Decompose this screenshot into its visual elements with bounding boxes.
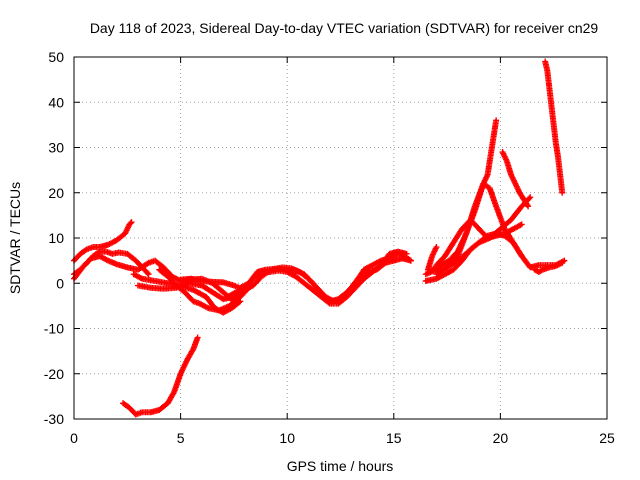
data-point (525, 203, 532, 210)
series-track-6 (156, 266, 252, 314)
series-track-15 (433, 194, 534, 278)
data-point (433, 244, 440, 251)
series-track-17 (499, 149, 532, 210)
y-tick-label: 40 (48, 94, 64, 110)
series-track-13 (429, 180, 568, 273)
data-point (493, 117, 500, 124)
data-point (403, 250, 410, 257)
x-tick-label: 0 (70, 430, 78, 446)
y-tick-label: 30 (48, 140, 64, 156)
data-point (559, 189, 566, 196)
y-tick-label: -10 (44, 321, 64, 337)
y-axis-label: SDTVAR / TECUs (7, 182, 23, 294)
series-track-9 (224, 248, 410, 307)
x-tick-label: 25 (599, 430, 615, 446)
data-point (144, 270, 151, 277)
series-track-18 (542, 58, 566, 196)
chart-title: Day 118 of 2023, Sidereal Day-to-day VTE… (90, 20, 599, 36)
data-point (194, 334, 201, 341)
y-tick-label: 0 (56, 275, 64, 291)
data-point (526, 195, 533, 202)
x-tick-label: 15 (386, 430, 402, 446)
x-axis-label: GPS time / hours (287, 458, 394, 474)
y-tick-label: 50 (48, 49, 64, 65)
series-track-16 (433, 216, 525, 269)
data-point (145, 271, 152, 278)
data-point (128, 219, 135, 226)
y-tick-label: 20 (48, 185, 64, 201)
x-tick-label: 20 (493, 430, 509, 446)
series-track-10 (120, 334, 201, 418)
grid (73, 56, 608, 420)
data-point (325, 299, 332, 306)
plot-frame (73, 56, 608, 420)
y-tick-label: -30 (44, 411, 64, 427)
x-tick-label: 5 (177, 430, 185, 446)
data-point (518, 253, 525, 260)
series-track-11 (424, 244, 440, 273)
data-marks (71, 58, 568, 418)
x-tick-label: 10 (279, 430, 295, 446)
data-point (257, 269, 264, 276)
series-track-19 (531, 259, 566, 275)
tick-labels: 0 5 10 15 20 25 -30 -20 -10 0 10 20 30 40 50 (44, 49, 615, 446)
y-tick-label: -20 (44, 366, 64, 382)
y-tick-label: 10 (48, 230, 64, 246)
data-point (127, 220, 134, 227)
data-point (559, 259, 566, 266)
data-point (527, 194, 534, 201)
data-point (407, 257, 414, 264)
data-point (518, 221, 525, 228)
